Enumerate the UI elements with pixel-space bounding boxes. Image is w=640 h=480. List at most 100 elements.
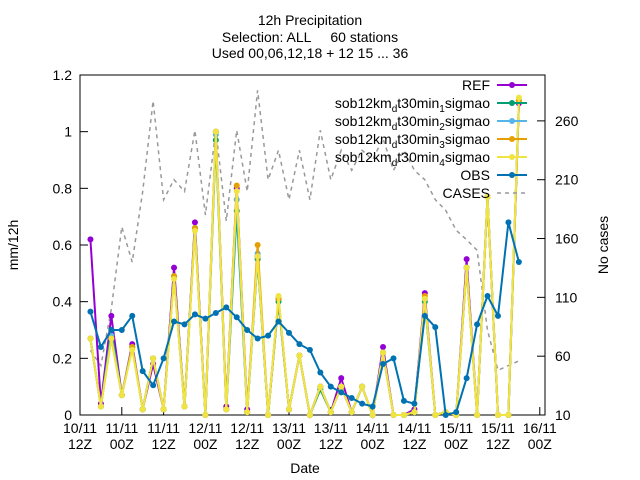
data-point [359,400,366,407]
legend-label: REF [462,77,490,93]
data-point [306,412,313,418]
data-point [432,412,439,418]
data-point [233,188,240,195]
data-point [87,335,94,342]
data-point [212,128,219,135]
data-point [463,264,470,271]
y2-tick-label: 60 [555,348,571,364]
data-point [348,395,355,401]
data-point [411,409,418,416]
data-point [254,335,261,342]
y-axis-label: mm/12h [5,220,21,271]
data-point [160,355,167,362]
data-point [505,412,512,418]
data-point [348,409,355,416]
data-point [432,324,439,331]
data-point [191,227,198,234]
data-point [202,315,209,322]
data-point [400,412,407,418]
data-point [150,382,157,389]
x-tick-label: 14/11 00Z [356,420,390,452]
data-point [390,355,397,362]
data-point [369,412,376,418]
y-tick-label: 0 [64,407,72,423]
data-point [515,259,522,265]
data-point [97,344,104,350]
data-point [390,412,397,418]
data-point [108,335,115,342]
y2-tick-label: 10 [555,407,571,423]
data-point [380,344,387,350]
data-point [317,369,324,376]
data-point [338,375,345,382]
chart-subtitle: Used 00,06,12,18 + 12 15 ... 36 [212,45,409,61]
x-axis-label: Date [290,460,320,476]
x-tick-label: 13/11 00Z [272,420,306,452]
x-tick-label: 10/11 12Z [63,420,97,452]
data-point [369,403,376,410]
y-tick-label: 0.2 [53,350,73,366]
data-point [233,182,240,189]
data-point [463,375,470,382]
data-point [474,412,481,418]
data-point [171,264,178,271]
data-point [212,310,219,316]
legend-marker [509,118,515,124]
data-point [254,253,261,260]
data-point [118,327,125,333]
data-point [233,314,240,321]
data-point [338,389,345,396]
y2-tick-label: 110 [555,289,578,305]
data-point [285,406,292,413]
data-point [171,276,178,282]
data-point [171,318,178,325]
data-point [380,349,387,356]
data-point [327,409,334,416]
x-tick-label: 15/11 00Z [439,420,473,452]
data-point [317,383,324,390]
data-point [411,400,418,407]
y2-tick-label: 260 [555,113,579,129]
chart-title: 12h Precipitation [258,12,362,28]
data-point [296,341,303,348]
data-point [400,397,407,404]
legend-marker [509,172,515,178]
data-point [202,412,209,418]
data-point [139,368,146,375]
data-point [118,392,125,399]
data-point [223,304,230,311]
legend-marker [509,154,515,160]
data-point [359,383,366,390]
data-point [254,242,261,248]
x-tick-label: 14/11 12Z [397,420,431,452]
x-tick-label: 11/11 00Z [105,420,138,452]
data-point [515,94,522,101]
x-tick-label: 16/11 00Z [523,420,557,452]
legend-label: OBS [460,167,490,183]
y-tick-label: 1 [64,124,72,140]
legend-label: sob12kmdt30min2sigmao [335,113,490,133]
data-point [108,327,115,333]
data-point [191,219,198,226]
data-point [181,321,188,328]
data-point [463,256,470,263]
data-point [380,361,387,367]
x-tick-label: 12/11 00Z [188,420,222,452]
data-point [275,293,282,299]
y-tick-label: 0.8 [53,180,73,196]
data-point [296,352,303,359]
x-tick-label: 15/11 12Z [481,420,515,452]
y-tick-label: 0.6 [53,237,73,253]
series-line [89,90,520,372]
data-point [306,346,313,353]
data-point [191,311,198,318]
legend-label: sob12kmdt30min3sigmao [335,131,490,151]
y-tick-label: 0.4 [53,294,73,310]
data-point [181,403,188,410]
data-point [494,312,501,319]
data-point [87,308,94,315]
legend-marker [509,100,515,106]
legend-marker [509,136,515,142]
data-point [87,236,94,243]
